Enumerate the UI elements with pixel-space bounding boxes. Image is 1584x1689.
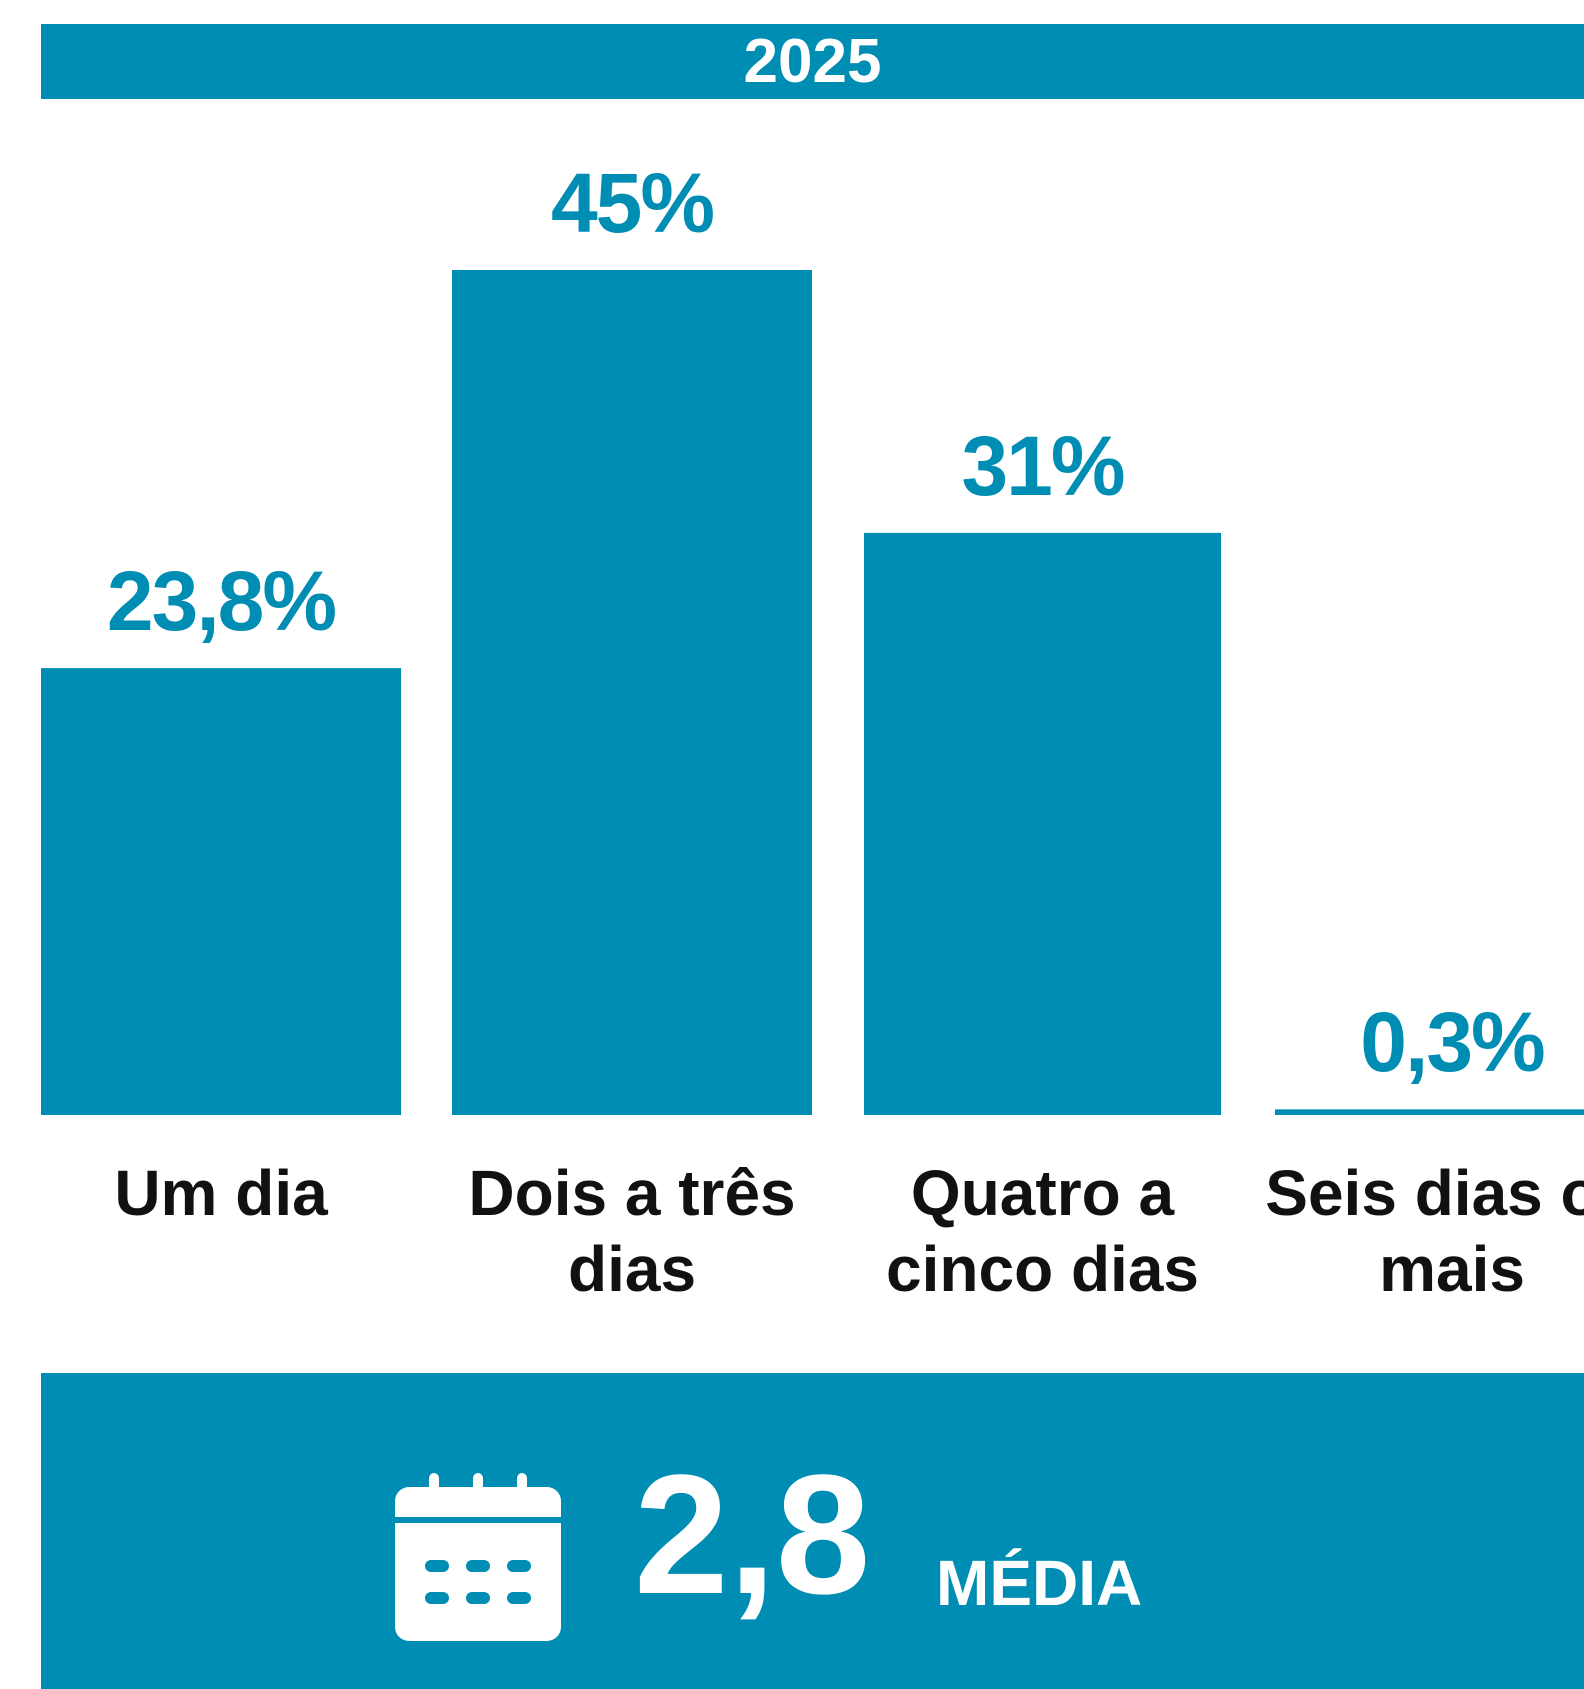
bar <box>452 270 812 1115</box>
value-label: 31% <box>961 418 1125 513</box>
calendar-icon <box>395 1473 561 1641</box>
value-label: 23,8% <box>106 554 337 649</box>
bar <box>1275 1109 1584 1115</box>
bar <box>864 532 1221 1115</box>
summary-box: 2,8 MÉDIA <box>41 1373 1584 1689</box>
category-label: Quatro a cinco dias <box>886 1157 1199 1305</box>
category-label: Seis dias ou mais <box>1265 1157 1584 1305</box>
bar <box>41 668 401 1115</box>
chart-title: 2025 <box>41 24 1584 99</box>
category-label: Dois a três dias <box>468 1157 796 1305</box>
average-label: MÉDIA <box>936 1547 1143 1619</box>
average-value: 2,8 <box>634 1440 871 1630</box>
category-label: Um dia <box>114 1157 328 1229</box>
value-label: 0,3% <box>1360 995 1545 1090</box>
value-label: 45% <box>550 156 715 250</box>
